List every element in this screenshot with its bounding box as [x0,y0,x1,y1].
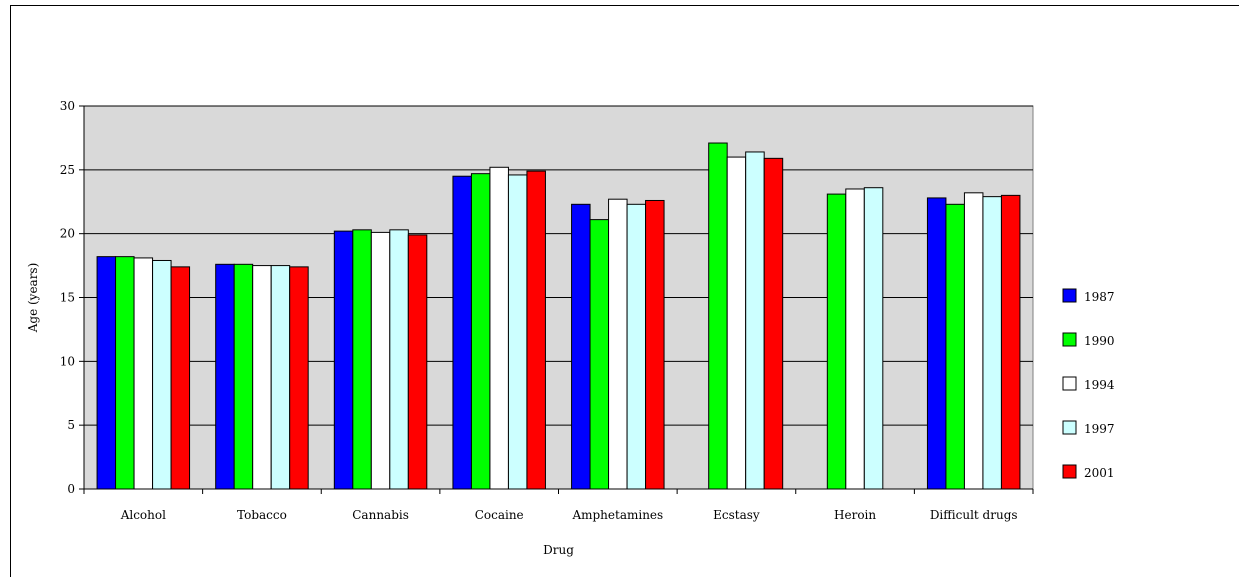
bar-ecstasy-1990 [708,142,728,490]
bar-heroin-1997 [863,187,884,490]
bar-cannabis-1994 [370,231,391,490]
legend-label: 1994 [1084,378,1115,392]
bar-ecstasy-2001 [763,157,784,490]
legend-swatch-1987 [1062,288,1077,303]
bar-difficult-drugs-1994 [963,192,984,490]
y-tick-label: 5 [67,418,75,432]
bar-difficult-drugs-1997 [982,196,1002,490]
y-tick-label: 25 [60,163,75,177]
x-axis-title: Drug [543,543,574,557]
bar-difficult-drugs-1987 [926,197,947,490]
x-tick-label: Cannabis [352,508,409,522]
bar-ecstasy-1994 [726,156,747,490]
legend-label: 1990 [1084,334,1115,348]
bar-cocaine-1990 [470,173,491,490]
axes [79,105,1034,494]
y-tick-label: 30 [60,99,75,113]
bar-alcohol-1990 [115,256,135,490]
legend-label: 1987 [1084,290,1115,304]
bar-cocaine-1997 [507,174,528,490]
bar-tobacco-1987 [215,263,235,490]
legend-label: 2001 [1084,466,1115,480]
bar-cannabis-1990 [352,229,372,490]
bar-amphetamines-1994 [608,198,628,490]
bar-difficult-drugs-1990 [945,203,965,490]
y-tick-label: 15 [60,291,75,305]
bar-alcohol-1994 [133,257,154,490]
x-tick-label: Alcohol [120,508,166,522]
legend-swatch-2001 [1062,464,1077,479]
bar-ecstasy-1997 [745,151,765,490]
x-tick-labels: Alcohol Tobacco Cannabis Cocaine Amphetamine… [120,508,1018,522]
bar-amphetamines-2001 [645,199,665,490]
x-tick-label: Difficult drugs [930,508,1018,522]
bar-tobacco-1990 [233,263,254,490]
bar-cocaine-1994 [489,166,509,490]
y-axis-title: Age (years) [26,263,40,334]
bar-difficult-drugs-2001 [1000,194,1021,490]
bar-alcohol-1997 [152,259,172,490]
bar-amphetamines-1987 [571,203,591,490]
x-tick-label: Tobacco [237,508,287,522]
bar-amphetamines-1997 [626,203,647,490]
bar-cannabis-2001 [407,234,428,490]
bar-alcohol-2001 [170,266,191,490]
legend-swatch-1990 [1062,332,1077,347]
bar-tobacco-1997 [270,265,291,490]
x-tick-label: Cocaine [475,508,524,522]
bar-cannabis-1987 [333,230,354,490]
legend: 1987 1990 1994 1997 2001 [1062,288,1115,480]
bar-amphetamines-1990 [589,219,610,490]
y-tick-label: 0 [67,482,75,496]
y-tick-label: 20 [60,227,75,241]
bar-cocaine-2001 [526,170,546,490]
y-tick-label: 10 [60,354,75,368]
bar-tobacco-2001 [289,266,309,490]
bar-cannabis-1997 [389,229,409,490]
y-tick-labels: 0 5 10 15 20 25 30 [60,99,75,496]
x-tick-label: Heroin [834,508,876,522]
legend-swatch-1997 [1062,420,1077,435]
bar-cocaine-1987 [452,175,472,490]
x-tick-label: Ecstasy [713,508,760,522]
chart-frame [10,5,1239,577]
bar-heroin-1994 [845,188,865,490]
legend-label: 1997 [1084,422,1115,436]
bar-alcohol-1987 [96,256,117,490]
bar-tobacco-1994 [252,265,272,490]
bar-heroin-1990 [826,193,847,490]
x-tick-label: Amphetamines [571,508,663,522]
legend-swatch-1994 [1062,376,1077,391]
